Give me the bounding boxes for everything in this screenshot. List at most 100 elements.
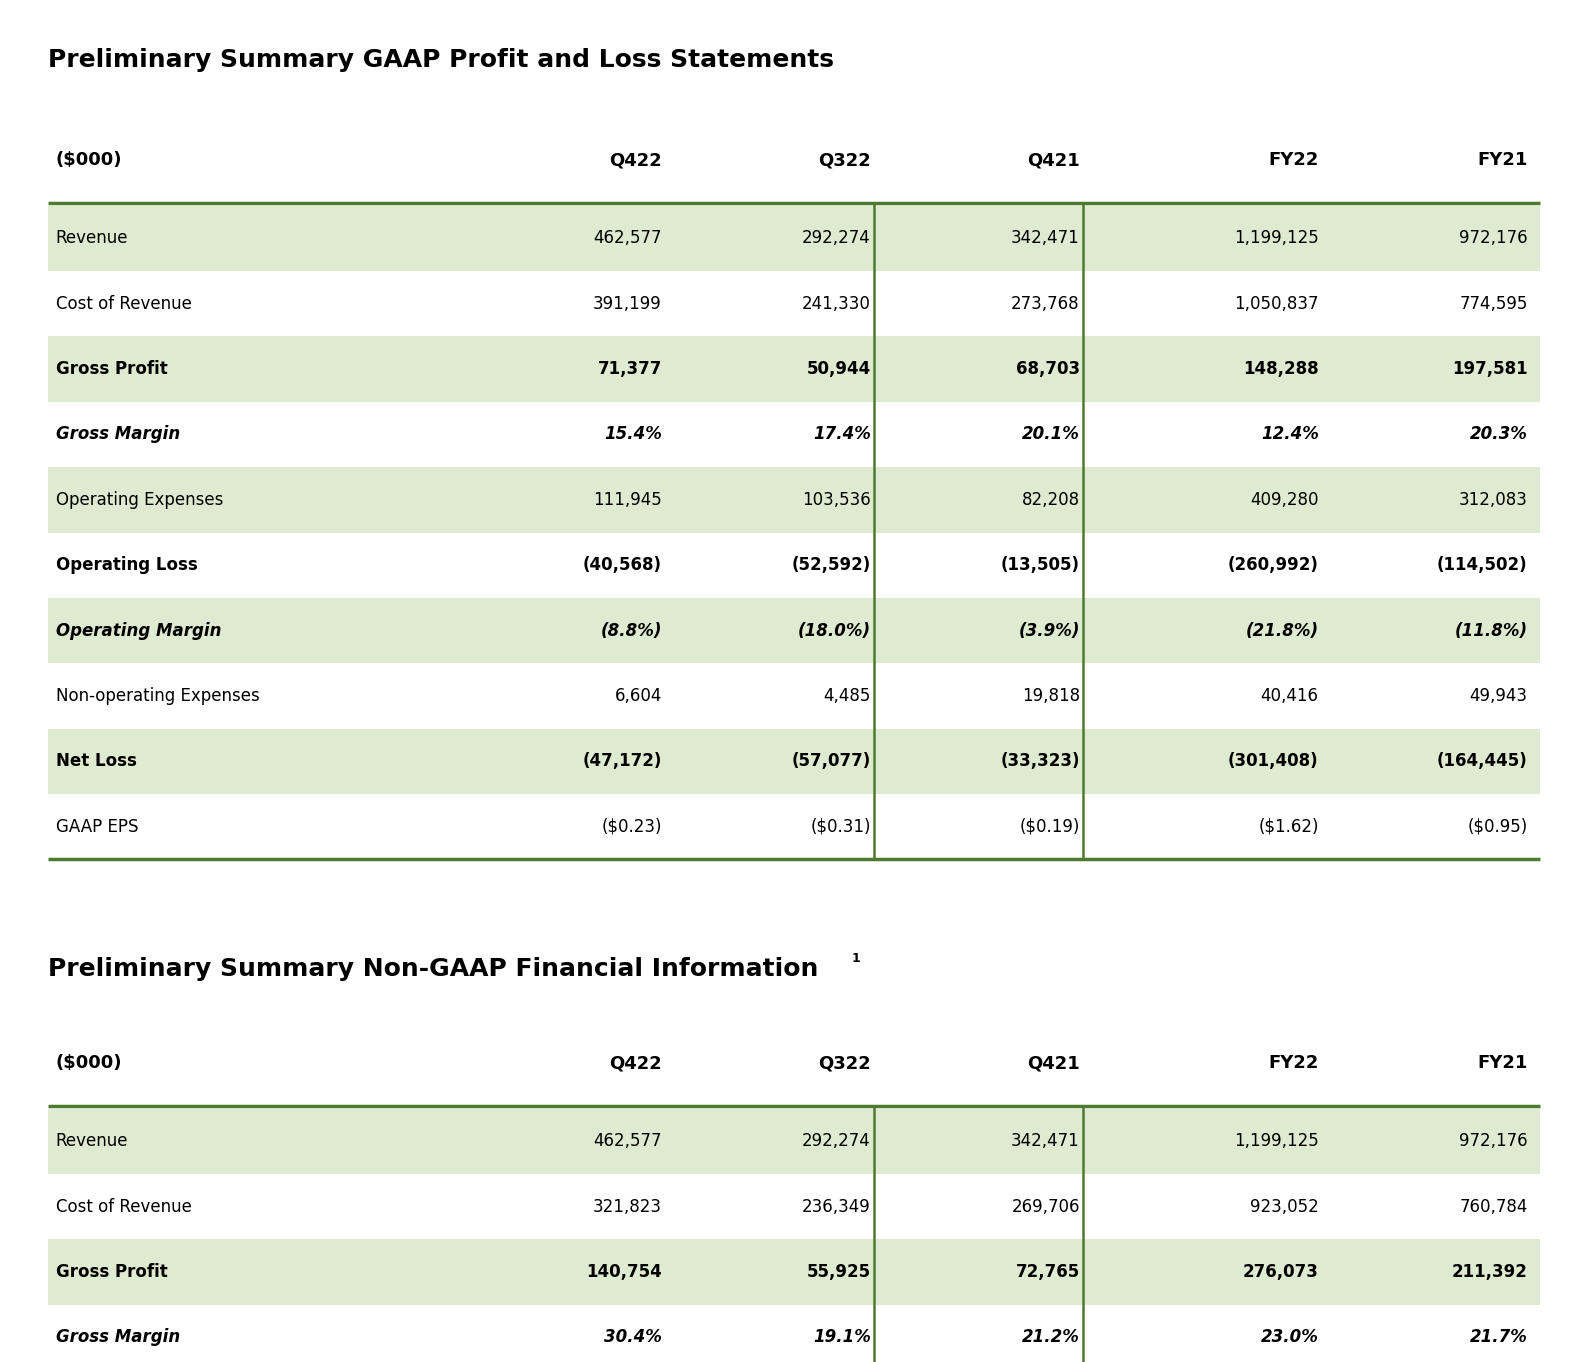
Text: Revenue: Revenue — [56, 229, 129, 248]
Text: FY22: FY22 — [1269, 151, 1318, 169]
Text: (3.9%): (3.9%) — [1018, 621, 1080, 640]
Text: (33,323): (33,323) — [1000, 752, 1080, 771]
Text: 211,392: 211,392 — [1451, 1263, 1528, 1282]
Bar — [48, 206, 1540, 271]
Bar — [48, 598, 1540, 663]
Text: (114,502): (114,502) — [1437, 556, 1528, 575]
Text: 342,471: 342,471 — [1012, 229, 1080, 248]
Text: (52,592): (52,592) — [791, 556, 870, 575]
Text: (301,408): (301,408) — [1228, 752, 1318, 771]
Text: 269,706: 269,706 — [1012, 1197, 1080, 1216]
Text: 15.4%: 15.4% — [603, 425, 662, 444]
Text: 71,377: 71,377 — [597, 360, 662, 379]
Text: Q421: Q421 — [1027, 1054, 1080, 1072]
Text: 50,944: 50,944 — [807, 360, 870, 379]
Text: 20.3%: 20.3% — [1470, 425, 1528, 444]
Text: ($0.95): ($0.95) — [1467, 817, 1528, 836]
Text: 197,581: 197,581 — [1451, 360, 1528, 379]
Text: 1,199,125: 1,199,125 — [1234, 1132, 1318, 1151]
Text: 68,703: 68,703 — [1016, 360, 1080, 379]
Text: 1,199,125: 1,199,125 — [1234, 229, 1318, 248]
Text: 462,577: 462,577 — [594, 1132, 662, 1151]
Text: (47,172): (47,172) — [583, 752, 662, 771]
Text: 760,784: 760,784 — [1459, 1197, 1528, 1216]
Text: 40,416: 40,416 — [1261, 686, 1318, 706]
Text: 1: 1 — [851, 952, 861, 966]
Text: Gross Profit: Gross Profit — [56, 360, 167, 379]
Text: Preliminary Summary Non-GAAP Financial Information: Preliminary Summary Non-GAAP Financial I… — [48, 957, 818, 982]
Text: GAAP EPS: GAAP EPS — [56, 817, 138, 836]
Text: Q422: Q422 — [610, 1054, 662, 1072]
Text: ($1.62): ($1.62) — [1258, 817, 1318, 836]
Text: 19,818: 19,818 — [1021, 686, 1080, 706]
Text: 23.0%: 23.0% — [1261, 1328, 1318, 1347]
Text: 391,199: 391,199 — [594, 294, 662, 313]
Text: 972,176: 972,176 — [1459, 229, 1528, 248]
Text: 12.4%: 12.4% — [1261, 425, 1318, 444]
Text: Q421: Q421 — [1027, 151, 1080, 169]
Text: 4,485: 4,485 — [824, 686, 870, 706]
Bar — [48, 1109, 1540, 1174]
Text: Cost of Revenue: Cost of Revenue — [56, 1197, 192, 1216]
Text: 20.1%: 20.1% — [1023, 425, 1080, 444]
Text: 923,052: 923,052 — [1250, 1197, 1318, 1216]
Text: Operating Expenses: Operating Expenses — [56, 490, 222, 509]
Text: Preliminary Summary GAAP Profit and Loss Statements: Preliminary Summary GAAP Profit and Loss… — [48, 48, 834, 72]
Text: 82,208: 82,208 — [1021, 490, 1080, 509]
Text: Gross Margin: Gross Margin — [56, 425, 179, 444]
Text: 236,349: 236,349 — [802, 1197, 870, 1216]
Text: 30.4%: 30.4% — [603, 1328, 662, 1347]
Bar — [48, 729, 1540, 794]
Text: 342,471: 342,471 — [1012, 1132, 1080, 1151]
Text: ($0.19): ($0.19) — [1019, 817, 1080, 836]
Text: 276,073: 276,073 — [1243, 1263, 1318, 1282]
Text: ($0.31): ($0.31) — [810, 817, 870, 836]
Text: 292,274: 292,274 — [802, 1132, 870, 1151]
Text: Revenue: Revenue — [56, 1132, 129, 1151]
Text: 55,925: 55,925 — [807, 1263, 870, 1282]
Text: 21.7%: 21.7% — [1470, 1328, 1528, 1347]
Text: 1,050,837: 1,050,837 — [1234, 294, 1318, 313]
Text: ($0.23): ($0.23) — [602, 817, 662, 836]
Text: Gross Profit: Gross Profit — [56, 1263, 167, 1282]
Text: (57,077): (57,077) — [791, 752, 870, 771]
Text: (40,568): (40,568) — [583, 556, 662, 575]
Text: 972,176: 972,176 — [1459, 1132, 1528, 1151]
Text: (164,445): (164,445) — [1437, 752, 1528, 771]
Text: (8.8%): (8.8%) — [600, 621, 662, 640]
Text: Gross Margin: Gross Margin — [56, 1328, 179, 1347]
Text: 312,083: 312,083 — [1459, 490, 1528, 509]
Text: (18.0%): (18.0%) — [797, 621, 870, 640]
Text: 241,330: 241,330 — [802, 294, 870, 313]
Text: (21.8%): (21.8%) — [1245, 621, 1318, 640]
Text: 140,754: 140,754 — [586, 1263, 662, 1282]
Text: 111,945: 111,945 — [594, 490, 662, 509]
Text: Cost of Revenue: Cost of Revenue — [56, 294, 192, 313]
Bar — [48, 336, 1540, 402]
Text: 19.1%: 19.1% — [813, 1328, 870, 1347]
Text: 103,536: 103,536 — [802, 490, 870, 509]
Text: 273,768: 273,768 — [1012, 294, 1080, 313]
Text: FY21: FY21 — [1477, 1054, 1528, 1072]
Text: (13,505): (13,505) — [1000, 556, 1080, 575]
Text: Q322: Q322 — [818, 1054, 870, 1072]
Text: 409,280: 409,280 — [1250, 490, 1318, 509]
Text: 462,577: 462,577 — [594, 229, 662, 248]
Text: 49,943: 49,943 — [1469, 686, 1528, 706]
Text: 148,288: 148,288 — [1243, 360, 1318, 379]
Text: Operating Margin: Operating Margin — [56, 621, 221, 640]
Text: 292,274: 292,274 — [802, 229, 870, 248]
Bar — [48, 467, 1540, 533]
Text: FY21: FY21 — [1477, 151, 1528, 169]
Text: ($000): ($000) — [56, 1054, 122, 1072]
Text: (11.8%): (11.8%) — [1455, 621, 1528, 640]
Text: 17.4%: 17.4% — [813, 425, 870, 444]
Bar — [48, 1239, 1540, 1305]
Text: Q322: Q322 — [818, 151, 870, 169]
Text: 774,595: 774,595 — [1459, 294, 1528, 313]
Text: 321,823: 321,823 — [592, 1197, 662, 1216]
Text: Operating Loss: Operating Loss — [56, 556, 197, 575]
Text: 6,604: 6,604 — [615, 686, 662, 706]
Text: 21.2%: 21.2% — [1023, 1328, 1080, 1347]
Text: ($000): ($000) — [56, 151, 122, 169]
